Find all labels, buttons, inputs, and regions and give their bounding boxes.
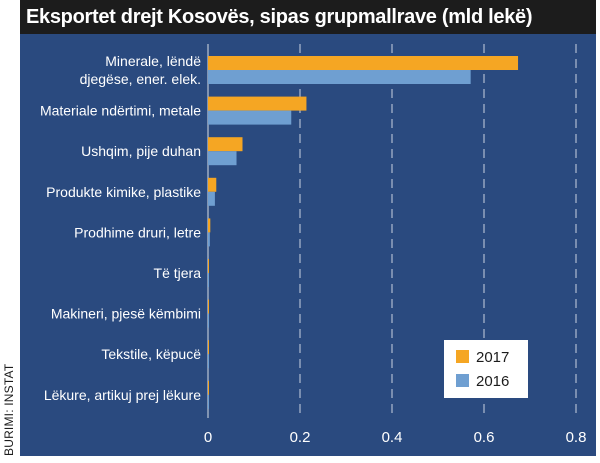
- category-label-6: Makineri, pjesë këmbimi: [51, 306, 201, 322]
- bar-2017-1: [208, 96, 307, 111]
- category-label-3: Produkte kimike, plastike: [46, 184, 201, 200]
- bar-2017-2: [208, 137, 243, 152]
- source-strip: BURIMI: INSTAT: [0, 0, 20, 463]
- bar-2016-5: [208, 273, 209, 287]
- legend-swatch-2016: [456, 374, 469, 387]
- category-label-1: Materiale ndërtimi, metale: [40, 103, 201, 119]
- category-label-7: Tekstile, këpucë: [101, 346, 201, 362]
- category-label-5: Të tjera: [154, 265, 202, 281]
- x-tick-label-0: 0: [204, 429, 212, 446]
- bar-2016-8: [208, 394, 209, 409]
- bar-2016-3: [208, 191, 215, 206]
- legend-box: [444, 340, 528, 398]
- x-tick-label-3: 0.6: [474, 429, 495, 446]
- x-tick-label-4: 0.8: [566, 429, 587, 446]
- legend-label-2017: 2017: [476, 349, 509, 366]
- bar-2017-7: [208, 340, 209, 355]
- chart-title: Eksportet drejt Kosovës, sipas grupmallr…: [26, 5, 533, 28]
- title-bar: Eksportet drejt Kosovës, sipas grupmallr…: [20, 0, 596, 34]
- legend-label-2016: 2016: [476, 373, 509, 390]
- x-tick-labels: 0 0.2 0.4 0.6 0.8: [204, 429, 587, 446]
- bar-2017-5: [208, 259, 209, 273]
- bar-2017-3: [208, 177, 217, 192]
- category-label-0-0: Minerale, lëndë: [105, 53, 201, 69]
- bar-2016-4: [208, 232, 210, 247]
- category-labels: Minerale, lëndë djegëse, ener. elek. Mater…: [40, 53, 201, 403]
- bar-2016-2: [208, 151, 237, 166]
- bar-2017-6: [208, 299, 209, 314]
- bar-2017-8: [208, 380, 209, 395]
- category-label-2: Ushqim, pije duhan: [81, 143, 201, 159]
- bar-2017-4: [208, 218, 211, 233]
- category-label-0-1: djegëse, ener. elek.: [80, 71, 201, 87]
- category-label-8: Lëkure, artikuj prej lëkure: [44, 387, 201, 403]
- bar-2016-0: [208, 70, 471, 84]
- bar-2016-6: [208, 313, 209, 328]
- bar-2016-1: [208, 110, 292, 125]
- legend-swatch-2017: [456, 350, 469, 363]
- category-label-4: Prodhime druri, letre: [74, 224, 201, 240]
- x-tick-label-2: 0.4: [382, 429, 403, 446]
- legend: 2017 2016: [444, 340, 528, 398]
- bar-2017-0: [208, 56, 519, 70]
- x-tick-label-1: 0.2: [290, 429, 311, 446]
- bar-2016-7: [208, 354, 209, 369]
- bars-layer: [208, 56, 519, 409]
